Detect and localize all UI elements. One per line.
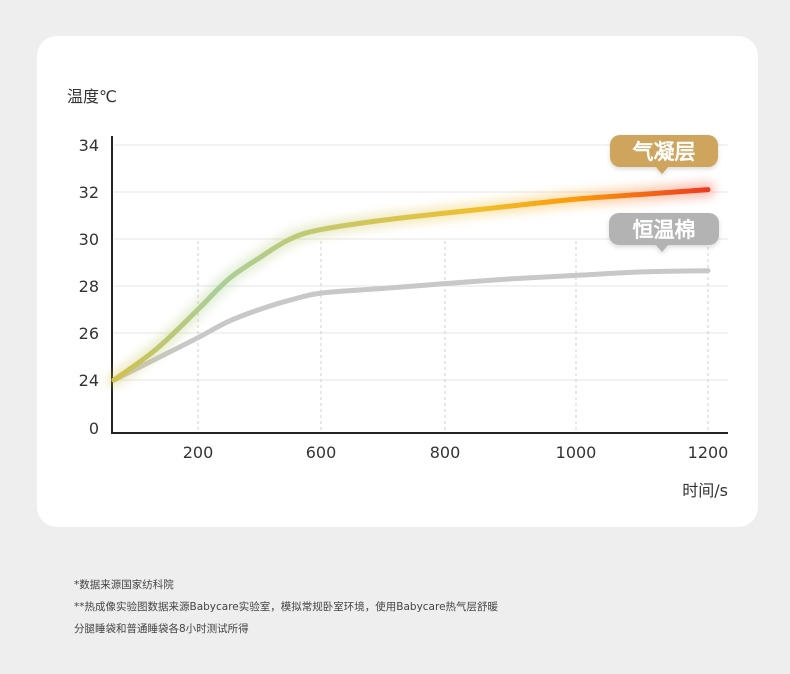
x-tick-label: 800 [430,443,461,462]
chart-card: 温度℃ 时间/s 34 32 30 28 26 24 0 200 600 800 1000 1200… [37,36,758,527]
y-tick-label: 26 [79,324,99,343]
y-tick-label: 30 [79,230,99,249]
x-tick-label: 200 [183,443,214,462]
x-axis-label: 时间/s [682,481,728,500]
y-tick-label: 32 [79,183,99,202]
legend-aerogel [610,135,718,174]
y-tick-label: 0 [89,419,99,438]
vertical-gridlines [197,241,709,432]
y-tick-label: 28 [79,277,99,296]
legend-cotton [609,213,719,252]
y-tick-label: 34 [79,136,99,155]
series-line-cotton [111,268,711,383]
footnote-line: **热成像实验图数据来源Babycare实验室，模拟常规卧室环境，使用Babyc… [74,601,499,613]
footnote-line: *数据来源国家纺科院 [74,579,174,591]
x-tick-labels: 200 600 800 1000 1200 [183,443,729,462]
legend-label-cotton: 恒温棉 [633,218,696,242]
legend-label-aerogel: 气凝层 [632,140,696,164]
footnote-line: 分腿睡袋和普通睡袋各8小时测试所得 [74,623,249,635]
x-tick-label: 1200 [688,443,729,462]
x-tick-label: 600 [306,443,337,462]
horizontal-gridlines [114,144,728,381]
footnotes: *数据来源国家纺科院 **热成像实验图数据来源Babycare实验室，模拟常规卧… [74,574,498,640]
temperature-chart: 温度℃ 时间/s 34 32 30 28 26 24 0 200 600 800 1000 1200… [67,87,729,500]
y-tick-label: 24 [79,371,99,390]
x-tick-label: 1000 [556,443,597,462]
y-tick-labels: 34 32 30 28 26 24 0 [79,136,99,438]
series-line-aerogel [111,187,711,383]
y-axis-label: 温度℃ [67,87,117,106]
